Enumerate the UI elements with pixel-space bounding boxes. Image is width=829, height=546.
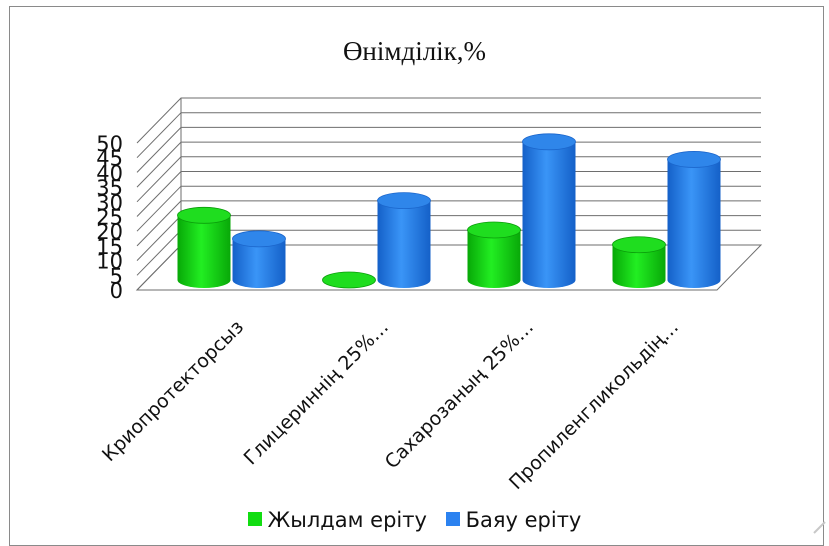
legend-swatch-fast [247,512,262,526]
bar-cap [322,271,376,289]
bar-body [177,215,231,288]
bar-fast [612,236,666,288]
bar-cap [667,151,721,168]
bar-body [667,159,721,288]
resize-handle-icon[interactable] [812,520,826,534]
y-tick-label: 10 [96,250,123,274]
legend-entry-slow: Баяу еріту [445,508,582,532]
y-tick-label: 0 [110,279,123,303]
bar-fast [177,206,231,288]
y-tick-label: 25 [96,206,123,230]
bar-slow [232,230,286,288]
bar-cap [232,230,286,248]
bar-body [232,238,286,288]
chart-title: Өнімділік,% [342,36,487,66]
legend-label-fast: Жылдам еріту [267,508,427,532]
legend-entry-fast: Жылдам еріту [247,508,427,532]
y-tick-label: 50 [96,132,123,156]
bar-body [467,230,521,288]
y-tick-label: 40 [96,161,123,185]
x-tick-label: Пропиленгликольдің… [505,316,683,494]
legend-swatch-slow [445,512,460,526]
x-tick-label: Криопротекторсыз [98,316,248,466]
bar-body [612,244,666,288]
x-tick-label: Глицериннің 25%… [240,316,393,469]
bar-slow [667,151,721,288]
bar-body [377,200,431,288]
y-tick-label: 5 [110,264,123,288]
bar-body [522,141,576,288]
gridline [136,126,761,173]
legend-label-slow: Баяу еріту [465,508,582,532]
legend: Жылдам еріту Баяу еріту [0,508,829,532]
y-tick-label: 45 [96,147,123,171]
gridline [136,97,761,144]
bar-cap [377,192,431,210]
bar-cap [522,133,576,151]
bar-fast [322,271,376,289]
floor [135,244,763,291]
y-tick-label: 20 [96,220,123,244]
bar-slow [377,192,431,288]
bar-fast [467,221,521,288]
gridline [136,112,761,159]
x-tick-label: Сахарозаның 25%… [381,316,538,473]
bar-cap [612,236,666,254]
bar-slow [522,133,576,288]
y-tick-label: 30 [96,191,123,215]
y-tick-label: 15 [96,235,123,259]
bar-cap [467,221,521,239]
y-tick-label: 35 [96,176,123,200]
bar-cap [177,206,231,224]
